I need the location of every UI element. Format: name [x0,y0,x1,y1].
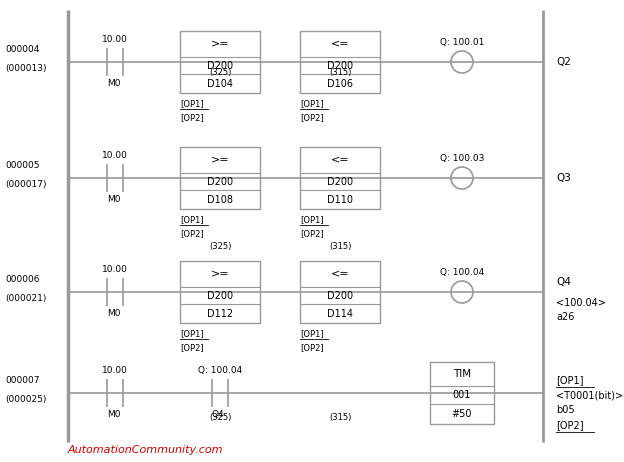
Text: Q: 100.04: Q: 100.04 [198,366,242,375]
Text: <100.04>: <100.04> [556,298,606,308]
Text: 10.00: 10.00 [102,35,128,44]
Bar [180,147,260,209]
Text: 000006: 000006 [5,275,39,284]
Text: 001: 001 [453,389,471,400]
Text: [OP2]: [OP2] [180,343,203,352]
Text: 000005: 000005 [5,161,39,170]
Text: (325): (325) [209,242,231,251]
Text: [OP2]: [OP2] [300,229,324,238]
Text: Q4: Q4 [556,277,571,287]
Text: D108: D108 [207,195,233,205]
Text: [OP1]: [OP1] [180,215,203,224]
Text: (315): (315) [329,68,351,77]
Text: M0: M0 [107,410,120,419]
Text: [OP2]: [OP2] [556,420,583,430]
Text: #50: #50 [452,409,472,419]
Text: D106: D106 [327,79,353,89]
Text: <=: <= [331,154,349,164]
Text: D104: D104 [207,79,233,89]
Text: a26: a26 [556,312,574,322]
Text: [OP2]: [OP2] [300,113,324,122]
Text: (000021): (000021) [5,294,46,303]
Bar [180,31,260,93]
Text: 10.00: 10.00 [102,265,128,274]
Text: Q: 100.04: Q: 100.04 [440,268,484,277]
Bar [180,261,260,323]
Text: 10.00: 10.00 [102,366,128,375]
Text: (315): (315) [329,413,351,422]
Text: <=: <= [331,38,349,49]
Text: >=: >= [211,154,229,164]
Text: [OP1]: [OP1] [180,329,203,338]
Text: [OP1]: [OP1] [180,99,203,108]
Bar [300,261,380,323]
Text: D200: D200 [327,177,353,187]
Text: Q: 100.03: Q: 100.03 [440,154,484,163]
Text: [OP2]: [OP2] [180,229,203,238]
Text: (325): (325) [209,413,231,422]
Text: D114: D114 [327,309,353,319]
Text: (325): (325) [209,68,231,77]
Text: Q4: Q4 [212,410,225,419]
Text: [OP1]: [OP1] [300,99,324,108]
Text: [OP2]: [OP2] [300,343,324,352]
Bar [300,31,380,93]
Text: D200: D200 [327,291,353,301]
Text: D110: D110 [327,195,353,205]
Text: Q3: Q3 [556,173,571,183]
Text: M0: M0 [107,195,120,204]
Text: [OP1]: [OP1] [300,329,324,338]
Text: TIM: TIM [453,369,471,379]
Text: <=: <= [331,268,349,279]
Text: [OP1]: [OP1] [300,215,324,224]
Text: D200: D200 [207,291,233,301]
Text: [OP1]: [OP1] [556,375,583,385]
Text: D200: D200 [207,177,233,187]
Text: AutomationCommunity.com: AutomationCommunity.com [68,445,223,455]
Text: [OP2]: [OP2] [180,113,203,122]
Text: (000013): (000013) [5,64,47,73]
Text: 000007: 000007 [5,376,39,385]
Text: D200: D200 [207,61,233,71]
Bar [300,147,380,209]
Text: (000025): (000025) [5,395,46,404]
Text: (315): (315) [329,242,351,251]
Text: <T0001(bit)>: <T0001(bit)> [556,390,623,400]
Text: D112: D112 [207,309,233,319]
Text: Q2: Q2 [556,57,571,67]
Text: >=: >= [211,38,229,49]
Bar [430,362,494,424]
Text: D200: D200 [327,61,353,71]
Text: >=: >= [211,268,229,279]
Text: 10.00: 10.00 [102,151,128,160]
Text: 000004: 000004 [5,45,39,54]
Text: b05: b05 [556,405,575,415]
Text: M0: M0 [107,309,120,318]
Text: (000017): (000017) [5,180,47,189]
Text: Q: 100.01: Q: 100.01 [440,38,484,47]
Text: M0: M0 [107,79,120,88]
